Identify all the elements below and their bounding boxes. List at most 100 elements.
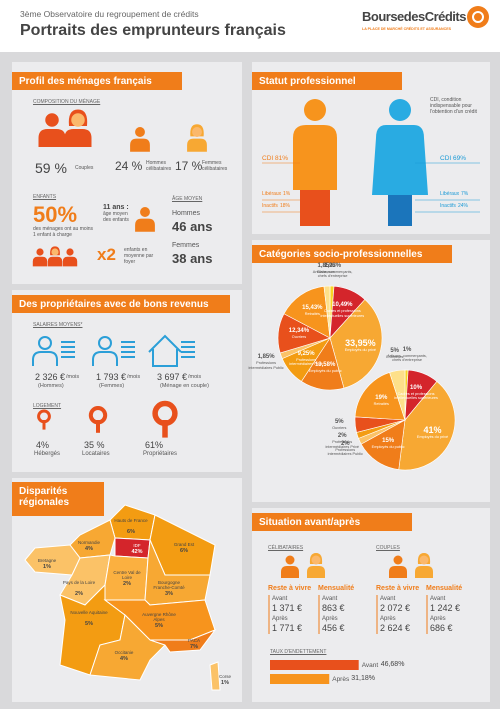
percent: 24 % [115, 159, 143, 173]
slice-label: Professions intermédiaires Privé [325, 440, 359, 449]
region-value: 3% [165, 591, 173, 597]
region-value: 1% [43, 564, 51, 570]
row-value: 2 624 € [380, 623, 411, 633]
body [281, 566, 299, 578]
label: Libéraux [262, 191, 282, 197]
region-name: IDF [133, 543, 141, 548]
region-name: Hauts de France [114, 518, 148, 523]
unit: /mois [188, 374, 202, 380]
slice-label: Cadres et professions intellectuelles su… [394, 392, 438, 401]
section-title: Situation avant/après [259, 516, 361, 528]
label: CDI [440, 155, 452, 162]
slice-value: 15,43% [302, 305, 323, 312]
region-value: 1% [221, 680, 229, 686]
region-name: Centre Val de Loire [113, 570, 141, 581]
body [307, 566, 325, 578]
slice-label: Professions intermédiaires Public [248, 361, 284, 370]
percent: 61% [145, 440, 164, 450]
row-label: Avant [322, 596, 338, 602]
icon-head [38, 336, 52, 350]
label: Libéraux [440, 191, 460, 197]
row-label: Avant [430, 596, 446, 602]
pie-slice [398, 381, 456, 471]
caption: CÉLIBATAIRES [268, 545, 304, 551]
section-title: Disparités régionales [19, 485, 70, 509]
row-value: 686 € [430, 623, 453, 633]
slice-label: Artisans, commerçants, chefs d'entrepris… [312, 270, 353, 279]
value: 81% [275, 155, 289, 162]
icon-body [92, 351, 118, 366]
panel [252, 62, 490, 234]
label: Femmes [172, 242, 200, 249]
row-value: 1 371 € [272, 603, 303, 613]
slice-value: 1,85% [317, 263, 335, 270]
slice-label: Ouvriers [291, 334, 307, 339]
panel [252, 240, 490, 502]
row-value: 1 242 € [430, 603, 461, 613]
percent: 59 % [35, 160, 67, 176]
logo-icon-inner [472, 11, 484, 23]
woman-head [389, 99, 411, 121]
column-header: Mensualité [318, 585, 355, 592]
slice-value: 12,34% [288, 327, 310, 334]
panel [12, 290, 242, 472]
unit: /mois [127, 374, 141, 380]
value: 69% [453, 155, 467, 162]
region-value: 2% [75, 591, 83, 597]
value: 18% [280, 203, 291, 209]
slice-label: Employés du public [308, 368, 342, 373]
region-value: 5% [85, 621, 93, 627]
slice-label: Artisans, commerçants, chefs d'entrepris… [387, 354, 427, 363]
bar [270, 674, 330, 684]
section-title: Profil des ménages français [19, 75, 152, 87]
percent: 50% [33, 202, 78, 227]
bar-label: Avant [361, 661, 379, 669]
banner [252, 513, 412, 531]
column-header: Reste à vivre [376, 585, 420, 592]
region-name: Normandie [77, 540, 100, 545]
slice-label: Retraités [304, 312, 320, 317]
slice-value: 1% [402, 347, 412, 354]
key-shaft [96, 420, 100, 433]
value: 46 ans [172, 219, 213, 234]
row-value: 2 072 € [380, 603, 411, 613]
head [71, 113, 85, 127]
body [187, 138, 207, 152]
banner [252, 245, 452, 263]
pie-slice [354, 372, 406, 421]
head [45, 113, 59, 127]
panel [12, 62, 242, 284]
slice-value: 1,23% [324, 263, 342, 270]
caption: COUPLES [376, 545, 400, 551]
slice-value: 2% [340, 441, 350, 448]
body [389, 566, 407, 578]
percent: 4% [36, 440, 50, 450]
value: 24% [458, 203, 469, 209]
label: x2 [97, 245, 116, 264]
label: Hommes célibataires [146, 160, 172, 172]
region [89, 613, 166, 681]
label: (Hommes) [38, 383, 64, 389]
body [62, 256, 78, 267]
region [209, 661, 221, 691]
slice-value: 13,58% [314, 361, 336, 368]
body [64, 129, 92, 147]
row-label: Avant [272, 596, 288, 602]
caption: COMPOSITION DU MÉNAGE [33, 99, 101, 105]
region-value: 2% [123, 581, 131, 587]
desc: enfants en moyenne par foyer [124, 247, 154, 265]
pie-slice [283, 286, 331, 339]
icon-head [98, 336, 112, 350]
percent: 35 % [84, 440, 105, 450]
label: Femmes célibataires [202, 160, 228, 172]
header-subtitle: Portraits des emprunteurs français [20, 22, 286, 39]
region-name: Occitanie [114, 650, 134, 655]
caption: SALAIRES MOYENS* [33, 322, 83, 328]
section-title: Des propriétaires avec de bons revenus [19, 298, 209, 310]
region-name: PACA [188, 638, 200, 643]
woman-body [372, 125, 428, 195]
label: 11 ans : [103, 204, 129, 211]
value: 1% [283, 191, 291, 197]
logo: BoursedesCrédits [362, 9, 466, 24]
